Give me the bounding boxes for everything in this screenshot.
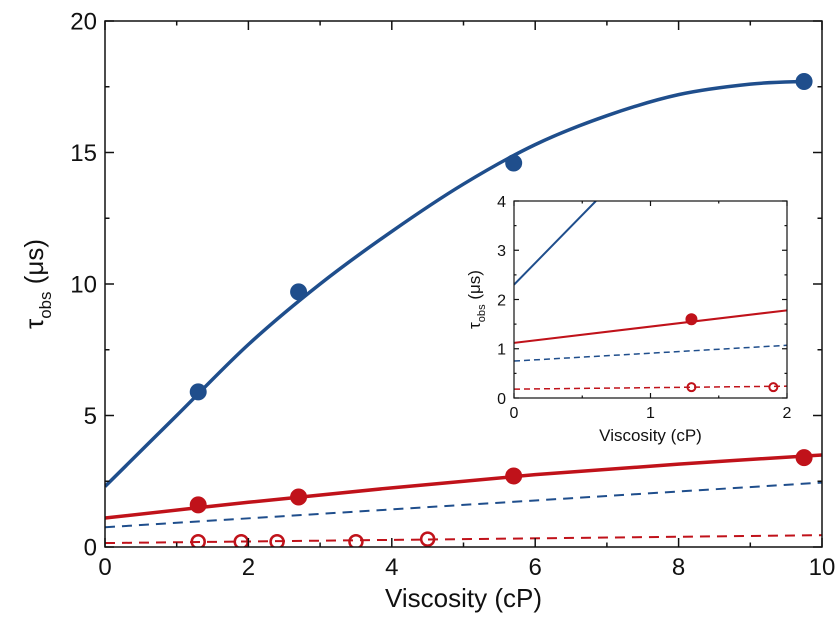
data-layer	[105, 72, 822, 547]
y-tick-label: 2	[497, 292, 506, 309]
y-axis-title: τobs (μs)	[19, 239, 55, 329]
data-point-0-2	[505, 154, 523, 172]
y-axis-title: τobs (μs)	[465, 270, 488, 329]
x-tick-label: 2	[783, 405, 792, 422]
data-point-2-2	[505, 467, 523, 485]
y-tick-label: 20	[70, 9, 97, 36]
fit-line-0	[514, 201, 597, 286]
data-point-0-3	[795, 72, 813, 90]
data-point-0-1	[290, 283, 308, 301]
x-tick-label: 6	[529, 554, 542, 581]
dashed-line-4	[105, 481, 822, 529]
data-point-2-1	[290, 488, 308, 506]
plot-background	[514, 201, 787, 398]
data-layer	[514, 201, 787, 393]
open-point-5-3	[348, 533, 364, 547]
x-tick-label: 0	[510, 405, 519, 422]
y-tick-label: 4	[497, 194, 506, 211]
y-tick-label: 0	[497, 391, 506, 408]
y-tick-label: 0	[84, 535, 97, 562]
y-tick-label: 5	[84, 403, 97, 430]
dashed-line-6	[105, 534, 822, 545]
x-tick-label: 8	[672, 554, 685, 581]
y-tick-label: 15	[70, 140, 97, 167]
inset-plot: 0 1 2 0 1 2 3 4 Viscosity (cP) τobs (μs)	[465, 194, 792, 445]
y-tick-label: 10	[70, 272, 97, 299]
x-tick-label: 0	[98, 554, 111, 581]
fit-line-1	[514, 309, 787, 344]
x-tick-label: 2	[242, 554, 255, 581]
data-point-2-3	[795, 449, 813, 467]
y-tick-label: 1	[497, 342, 506, 359]
open-point-5-2	[269, 533, 285, 547]
data-point-2-0	[189, 496, 207, 514]
dashed-line-3	[514, 344, 787, 362]
open-point-5-0	[190, 533, 206, 547]
open-point-5-1	[768, 382, 779, 393]
data-point-2-0	[685, 313, 698, 326]
y-tick-label: 3	[497, 243, 506, 260]
dashed-line-4	[514, 385, 787, 390]
open-point-5-4	[419, 531, 436, 547]
x-tick-label: 1	[646, 405, 655, 422]
x-axis-title: Viscosity (cP)	[599, 426, 702, 445]
open-point-5-0	[686, 382, 697, 393]
x-tick-label: 10	[809, 554, 836, 581]
x-axis-title: Viscosity (cP)	[385, 583, 542, 613]
fit-line-1	[105, 79, 805, 488]
data-point-0-0	[189, 383, 207, 401]
x-tick-label: 4	[385, 554, 398, 581]
fit-line-3	[105, 453, 822, 520]
